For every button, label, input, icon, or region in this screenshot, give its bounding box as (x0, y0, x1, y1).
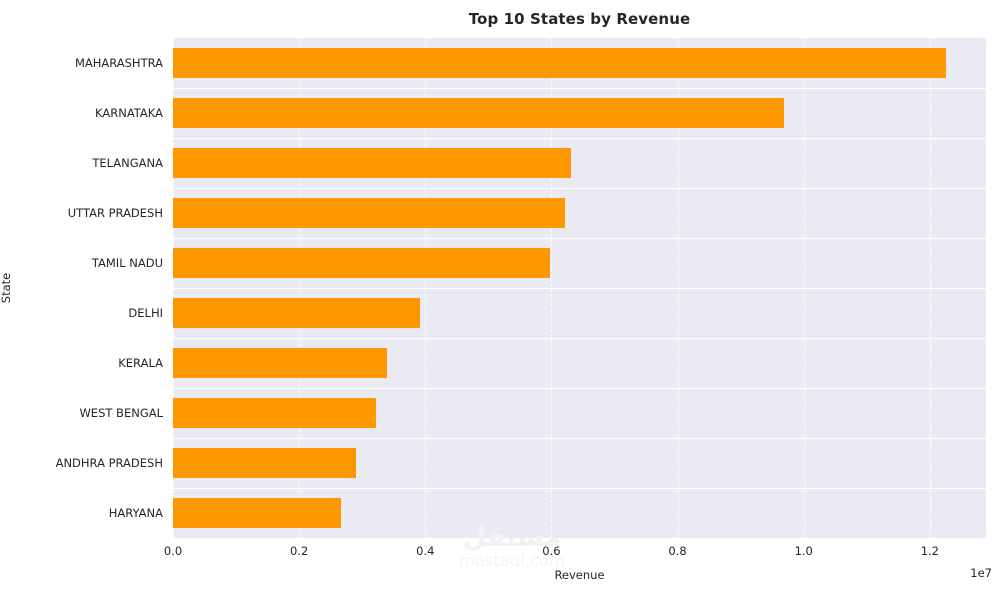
y-gridline (173, 288, 986, 289)
bar[interactable] (173, 348, 387, 378)
x-axis-exponent-label: 1e7 (970, 566, 992, 580)
x-tick-label: 0.4 (416, 544, 435, 558)
plot-area (173, 38, 986, 538)
y-tick-label: MAHARASHTRA (74, 56, 163, 70)
bar-row (173, 288, 986, 338)
y-tick-label: TELANGANA (92, 156, 163, 170)
x-tick-label: 0.6 (542, 544, 561, 558)
bar[interactable] (173, 398, 377, 428)
x-tick-label: 0.2 (289, 544, 309, 558)
y-gridline (173, 338, 986, 339)
bar-row (173, 388, 986, 438)
x-axis-label: Revenue (554, 568, 605, 582)
bar-row (173, 88, 986, 138)
bar[interactable] (173, 148, 571, 178)
bar-row (173, 488, 986, 538)
x-tick-label: 1.0 (794, 544, 813, 558)
bar[interactable] (173, 198, 565, 228)
bar-row (173, 338, 986, 388)
chart-title: Top 10 States by Revenue (468, 10, 691, 28)
y-gridline (173, 238, 986, 239)
bar[interactable] (173, 248, 551, 278)
y-gridline (173, 88, 986, 89)
x-tick-label: 0.8 (668, 544, 687, 558)
y-gridline (173, 488, 986, 489)
bar-row (173, 138, 986, 188)
y-tick-label: DELHI (128, 306, 163, 320)
bar[interactable] (173, 48, 946, 78)
x-axis-tick-labels: 0.0 0.2 0.4 0.6 0.8 1.0 1.2 (0, 538, 1000, 568)
x-tick-label: 0.0 (163, 544, 183, 558)
y-gridline (173, 138, 986, 139)
y-tick-label: TAMIL NADU (91, 256, 163, 270)
bar-row (173, 188, 986, 238)
y-gridline (173, 188, 986, 189)
y-tick-label: HARYANA (108, 506, 163, 520)
y-gridline (173, 438, 986, 439)
bar-row (173, 238, 986, 288)
y-tick-label: UTTAR PRADESH (67, 206, 163, 220)
bar[interactable] (173, 448, 356, 478)
y-tick-label: KERALA (118, 356, 163, 370)
y-axis-tick-labels: MAHARASHTRA KARNATAKA TELANGANA UTTAR PRADE… (0, 38, 173, 538)
y-tick-label: KARNATAKA (95, 106, 163, 120)
bar-row (173, 38, 986, 88)
bar-row (173, 438, 986, 488)
bar[interactable] (173, 498, 341, 528)
x-tick-label: 1.2 (920, 544, 940, 558)
bar[interactable] (173, 98, 785, 128)
y-tick-label: ANDHRA PRADESH (55, 456, 163, 470)
y-gridline (173, 388, 986, 389)
y-tick-label: WEST BENGAL (79, 406, 163, 420)
bar[interactable] (173, 298, 421, 328)
y-axis-label: State (0, 272, 13, 304)
